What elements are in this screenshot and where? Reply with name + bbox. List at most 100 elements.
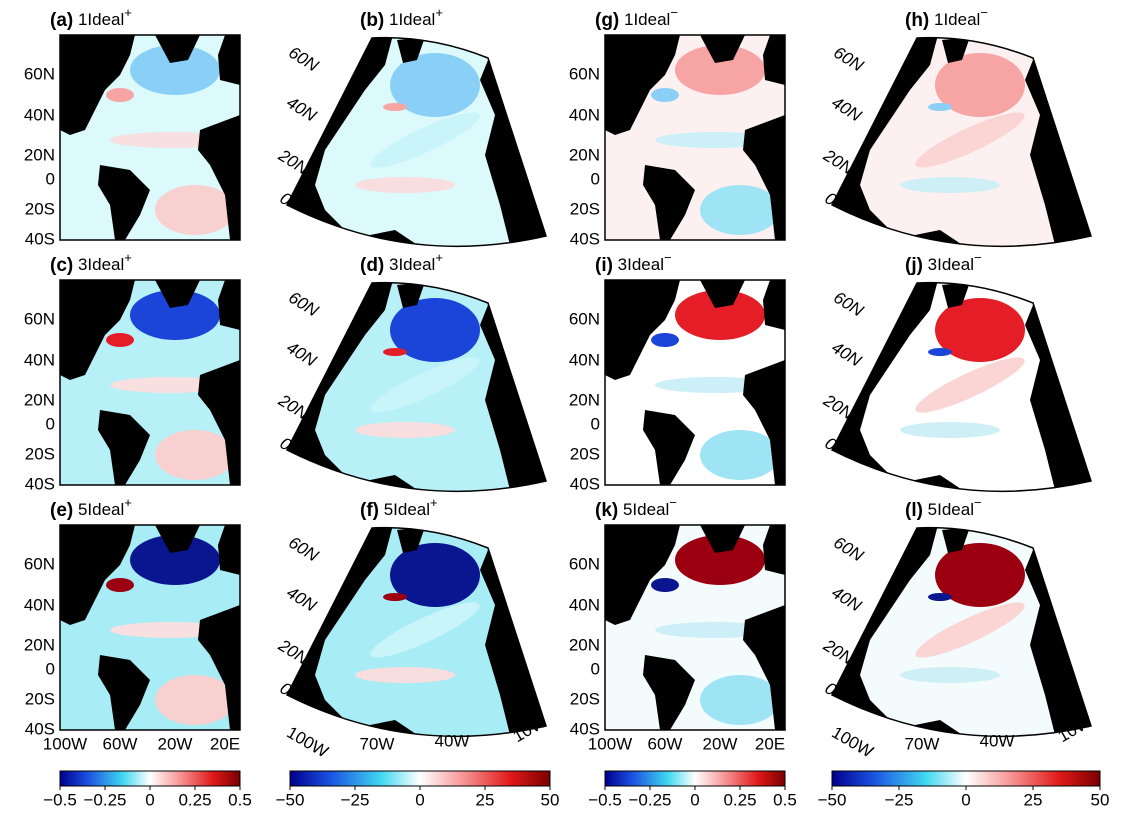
lat-label: 20N bbox=[24, 145, 55, 164]
panel-label: (i) bbox=[595, 255, 613, 276]
lat-label: 60N bbox=[569, 64, 600, 83]
anomaly bbox=[106, 333, 134, 347]
lon-label: 20E bbox=[755, 734, 785, 753]
colorbar-tick-label: 0 bbox=[415, 790, 424, 809]
map bbox=[275, 270, 575, 530]
panel-sign: + bbox=[430, 495, 438, 510]
panel-sign: + bbox=[124, 495, 132, 510]
lon-label: 100W bbox=[284, 723, 332, 762]
lat-label: 20S bbox=[570, 199, 600, 218]
panel-title: (e) 5Ideal+ bbox=[50, 495, 132, 521]
panel-title: (d) 3Ideal+ bbox=[360, 250, 443, 276]
lat-label: 60N bbox=[285, 43, 322, 76]
panel-name: 3Ideal bbox=[928, 255, 974, 274]
panel-title: (l) 5Ideal− bbox=[905, 495, 982, 521]
lon-label: 100W bbox=[829, 723, 877, 762]
colorbar-tick-label: 0.25 bbox=[723, 790, 756, 809]
panel-sign: − bbox=[664, 250, 672, 265]
lon-label: 100W bbox=[43, 734, 87, 753]
anomaly bbox=[155, 185, 235, 235]
panel-sign: − bbox=[670, 5, 678, 20]
lat-label: 20S bbox=[25, 444, 55, 463]
lat-label: 0 bbox=[591, 659, 600, 678]
lat-label: 60N bbox=[830, 43, 867, 76]
panel-label: (f) bbox=[360, 500, 379, 521]
anomaly bbox=[700, 430, 780, 480]
anomaly bbox=[928, 103, 952, 111]
lat-label: 40N bbox=[569, 350, 600, 369]
colorbar bbox=[290, 771, 550, 786]
anomaly bbox=[106, 578, 134, 592]
anomaly bbox=[651, 578, 679, 592]
anomaly bbox=[155, 675, 235, 725]
anomaly bbox=[928, 593, 952, 601]
panel-name: 5Ideal bbox=[928, 500, 974, 519]
colorbar-tick-label: −50 bbox=[818, 790, 847, 809]
panel-title: (b) 1Ideal+ bbox=[360, 5, 443, 31]
colorbar-tick-label: 50 bbox=[1091, 790, 1110, 809]
lon-label: 40W bbox=[980, 731, 1015, 750]
panel-sign: − bbox=[974, 495, 982, 510]
panel-sign: − bbox=[980, 5, 988, 20]
panel-name: 5Ideal bbox=[384, 500, 430, 519]
colorbar-tick-label: −25 bbox=[885, 790, 914, 809]
lon-label: 20W bbox=[703, 734, 738, 753]
colorbar-tick-label: 0.5 bbox=[773, 790, 797, 809]
panel-name: 1Ideal bbox=[934, 10, 980, 29]
lat-label: 40N bbox=[828, 583, 865, 616]
map bbox=[820, 25, 1120, 285]
anomaly bbox=[900, 667, 1000, 683]
panel-label: (l) bbox=[905, 500, 923, 521]
lat-label: 60N bbox=[285, 533, 322, 566]
panel-title: (g) 1Ideal− bbox=[595, 5, 678, 31]
map bbox=[820, 270, 1120, 530]
panel-sign: − bbox=[669, 495, 677, 510]
panel-label: (a) bbox=[50, 10, 73, 31]
colorbar-tick-label: −0.25 bbox=[628, 790, 671, 809]
lat-label: 0 bbox=[591, 169, 600, 188]
lat-label: 60N bbox=[569, 309, 600, 328]
anomaly bbox=[651, 333, 679, 347]
panel-name: 1Ideal bbox=[389, 10, 435, 29]
lat-label: 0 bbox=[46, 414, 55, 433]
panel-label: (c) bbox=[50, 255, 73, 276]
anomaly bbox=[355, 667, 455, 683]
anomaly bbox=[651, 88, 679, 102]
map-panel: (d) 3Ideal+60N40N20N0 bbox=[274, 250, 575, 530]
panel-name: 3Ideal bbox=[389, 255, 435, 274]
colorbar-tick-label: 0 bbox=[690, 790, 699, 809]
lat-label: 20S bbox=[570, 444, 600, 463]
lat-label: 60N bbox=[24, 64, 55, 83]
lat-label: 60N bbox=[569, 554, 600, 573]
panel-name: 5Ideal bbox=[78, 500, 124, 519]
lat-label: 0 bbox=[591, 414, 600, 433]
panel-label: (b) bbox=[360, 10, 384, 31]
panel-name: 1Ideal bbox=[624, 10, 670, 29]
colorbar-tick-label: 0 bbox=[145, 790, 154, 809]
lat-label: 60N bbox=[830, 288, 867, 321]
panel-name: 3Ideal bbox=[78, 255, 124, 274]
lon-label: 20E bbox=[210, 734, 240, 753]
lat-label: 20N bbox=[569, 635, 600, 654]
colorbar-tick-label: −0.5 bbox=[43, 790, 77, 809]
lat-label: 40N bbox=[828, 338, 865, 371]
map-panel: (b) 1Ideal+60N40N20N0 bbox=[274, 5, 575, 285]
colorbar-tick-label: 25 bbox=[1024, 790, 1043, 809]
lat-label: 40N bbox=[569, 105, 600, 124]
panel-label: (g) bbox=[595, 10, 619, 31]
map-panel: (f) 5Ideal+60N40N20N0100W70W40W10W bbox=[274, 495, 575, 775]
colorbar bbox=[605, 771, 785, 786]
lat-label: 60N bbox=[830, 533, 867, 566]
colorbar-tick-label: 0 bbox=[961, 790, 970, 809]
lon-label: 100W bbox=[588, 734, 632, 753]
lon-label: 20W bbox=[158, 734, 193, 753]
panel-title: (h) 1Ideal− bbox=[905, 5, 988, 31]
lon-label: 60W bbox=[648, 734, 683, 753]
lat-label: 0 bbox=[46, 169, 55, 188]
colorbar-tick-label: −0.5 bbox=[588, 790, 622, 809]
lat-label: 40S bbox=[25, 229, 55, 248]
lat-label: 40S bbox=[570, 229, 600, 248]
panel-sign: + bbox=[435, 5, 443, 20]
panel-label: (d) bbox=[360, 255, 384, 276]
lat-label: 60N bbox=[24, 309, 55, 328]
